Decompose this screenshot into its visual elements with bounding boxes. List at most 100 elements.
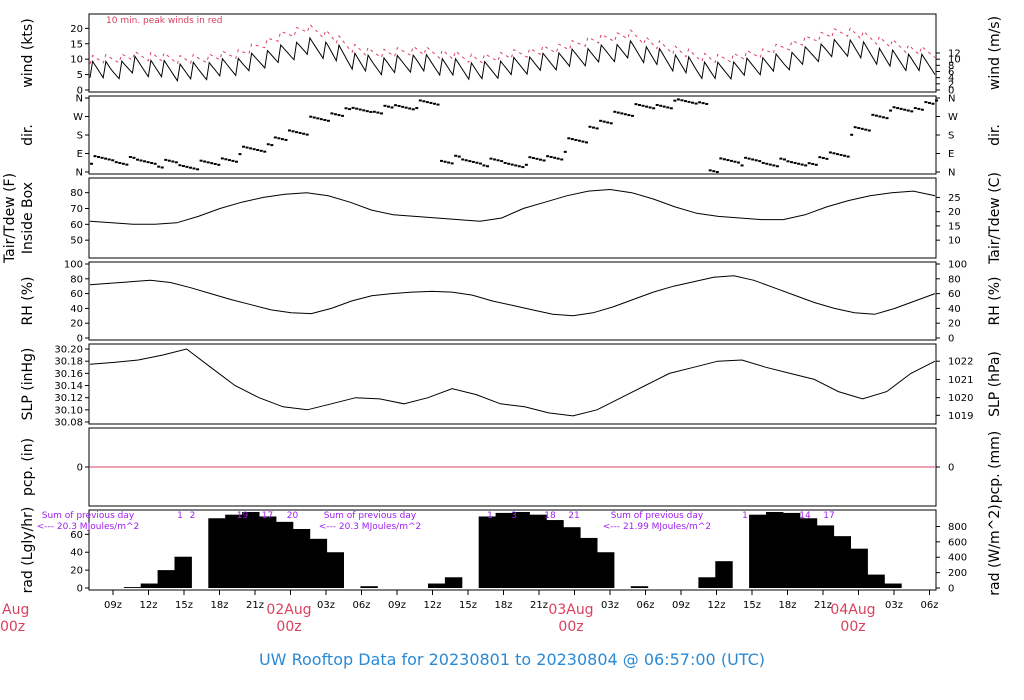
dir-point <box>920 108 924 111</box>
dir-point <box>638 103 642 106</box>
ytick-left-label: 10 <box>70 55 83 66</box>
rad-bar <box>292 528 311 588</box>
dir-point <box>379 112 383 115</box>
xtick-label: 18z <box>211 600 229 611</box>
dir-point <box>461 158 465 161</box>
dir-point <box>673 99 677 102</box>
dir-point <box>708 169 712 172</box>
xtick-label: 12z <box>140 600 158 611</box>
dir-point <box>786 160 790 163</box>
ytick-right-label: 1020 <box>948 393 973 404</box>
series-line-wind <box>89 36 936 83</box>
rad-bar <box>225 514 243 588</box>
dir-point <box>273 136 277 139</box>
dir-point <box>779 157 783 160</box>
ytick-left-label: 40 <box>70 548 83 559</box>
dir-point <box>694 102 698 105</box>
dir-point <box>312 116 316 119</box>
xtick-label: 15z <box>175 600 193 611</box>
date-label-day: 02Aug <box>266 602 311 618</box>
dir-point <box>295 131 299 134</box>
panel-pcp: 0 0 pcp. (in) pcp. (mm) <box>20 427 1003 507</box>
dir-point <box>344 107 348 110</box>
rad-bar <box>495 512 513 588</box>
dir-point <box>369 110 373 113</box>
dir-point <box>429 101 433 104</box>
dir-point <box>913 107 917 110</box>
ytick-right-label: 100 <box>948 260 967 271</box>
ylabel-left: rad (Lgly/hr) <box>20 507 36 594</box>
xtick-label: 03z <box>885 600 903 611</box>
dir-point <box>570 138 574 141</box>
ylabel-right: RH (%) <box>987 277 1003 326</box>
ytick-left-label: 30.18 <box>54 357 83 368</box>
rad-bar <box>326 552 344 588</box>
rad-bar <box>884 583 902 588</box>
dir-point <box>167 159 171 162</box>
dir-point <box>128 155 132 158</box>
dir-point <box>256 149 260 152</box>
dir-point <box>592 126 596 129</box>
rad-bar <box>512 512 530 588</box>
dir-point <box>284 138 288 141</box>
dir-point <box>691 101 695 104</box>
ytick-left-label: W <box>73 112 83 123</box>
dir-point <box>224 158 228 161</box>
rad-bar <box>478 516 497 588</box>
ytick-left-label: 0 <box>77 463 83 474</box>
ytick-right-label: 0 <box>948 86 954 97</box>
xtick-label: 21z <box>814 600 832 611</box>
dir-point <box>238 153 242 156</box>
dir-point <box>797 162 801 165</box>
dir-point <box>793 161 797 164</box>
dir-point <box>203 160 207 163</box>
xtick-label: 03z <box>601 600 619 611</box>
date-label-day: Aug <box>2 602 29 618</box>
xtick-label: 12z <box>708 600 726 611</box>
ytick-right-label: 1022 <box>948 357 973 368</box>
dir-point <box>867 129 871 132</box>
ytick-right-label: 20 <box>948 319 961 330</box>
rad-bar <box>563 527 581 588</box>
dir-point <box>811 162 815 165</box>
dir-point <box>634 103 638 106</box>
dir-point <box>737 161 741 164</box>
dir-point <box>418 99 422 102</box>
ytick-left-label: 5 <box>77 70 83 81</box>
ytick-right-label: 1019 <box>948 411 973 422</box>
date-label-day: 03Aug <box>548 602 593 618</box>
dir-point <box>153 162 157 165</box>
dir-point <box>231 159 235 162</box>
dir-point <box>556 157 560 160</box>
dir-point <box>443 160 447 163</box>
dir-point <box>666 106 670 109</box>
dir-point <box>408 107 412 110</box>
xtick-label: 18z <box>495 600 513 611</box>
dir-point <box>577 139 581 142</box>
dir-point <box>447 161 451 164</box>
dir-point <box>931 102 935 105</box>
dir-point <box>309 115 313 118</box>
dir-point <box>217 163 221 166</box>
dir-point <box>425 101 429 104</box>
dir-point <box>648 106 652 109</box>
dir-point <box>291 130 295 133</box>
rad-bar <box>275 521 294 588</box>
ytick-right-label: 80 <box>948 274 961 285</box>
dir-point <box>114 161 118 164</box>
dir-point <box>659 104 663 107</box>
dir-point <box>457 155 461 158</box>
series-line-slp <box>89 348 936 417</box>
dir-point <box>348 108 352 111</box>
dir-point <box>118 161 122 164</box>
dir-point <box>188 166 192 169</box>
dir-point <box>206 161 210 164</box>
rad-hour-mark: 20 <box>287 511 299 521</box>
dir-point <box>146 161 150 164</box>
rad-hour-mark: 1 <box>487 511 493 521</box>
ytick-right-label: E <box>948 149 954 160</box>
dir-point <box>843 154 847 157</box>
dir-point <box>401 105 405 108</box>
